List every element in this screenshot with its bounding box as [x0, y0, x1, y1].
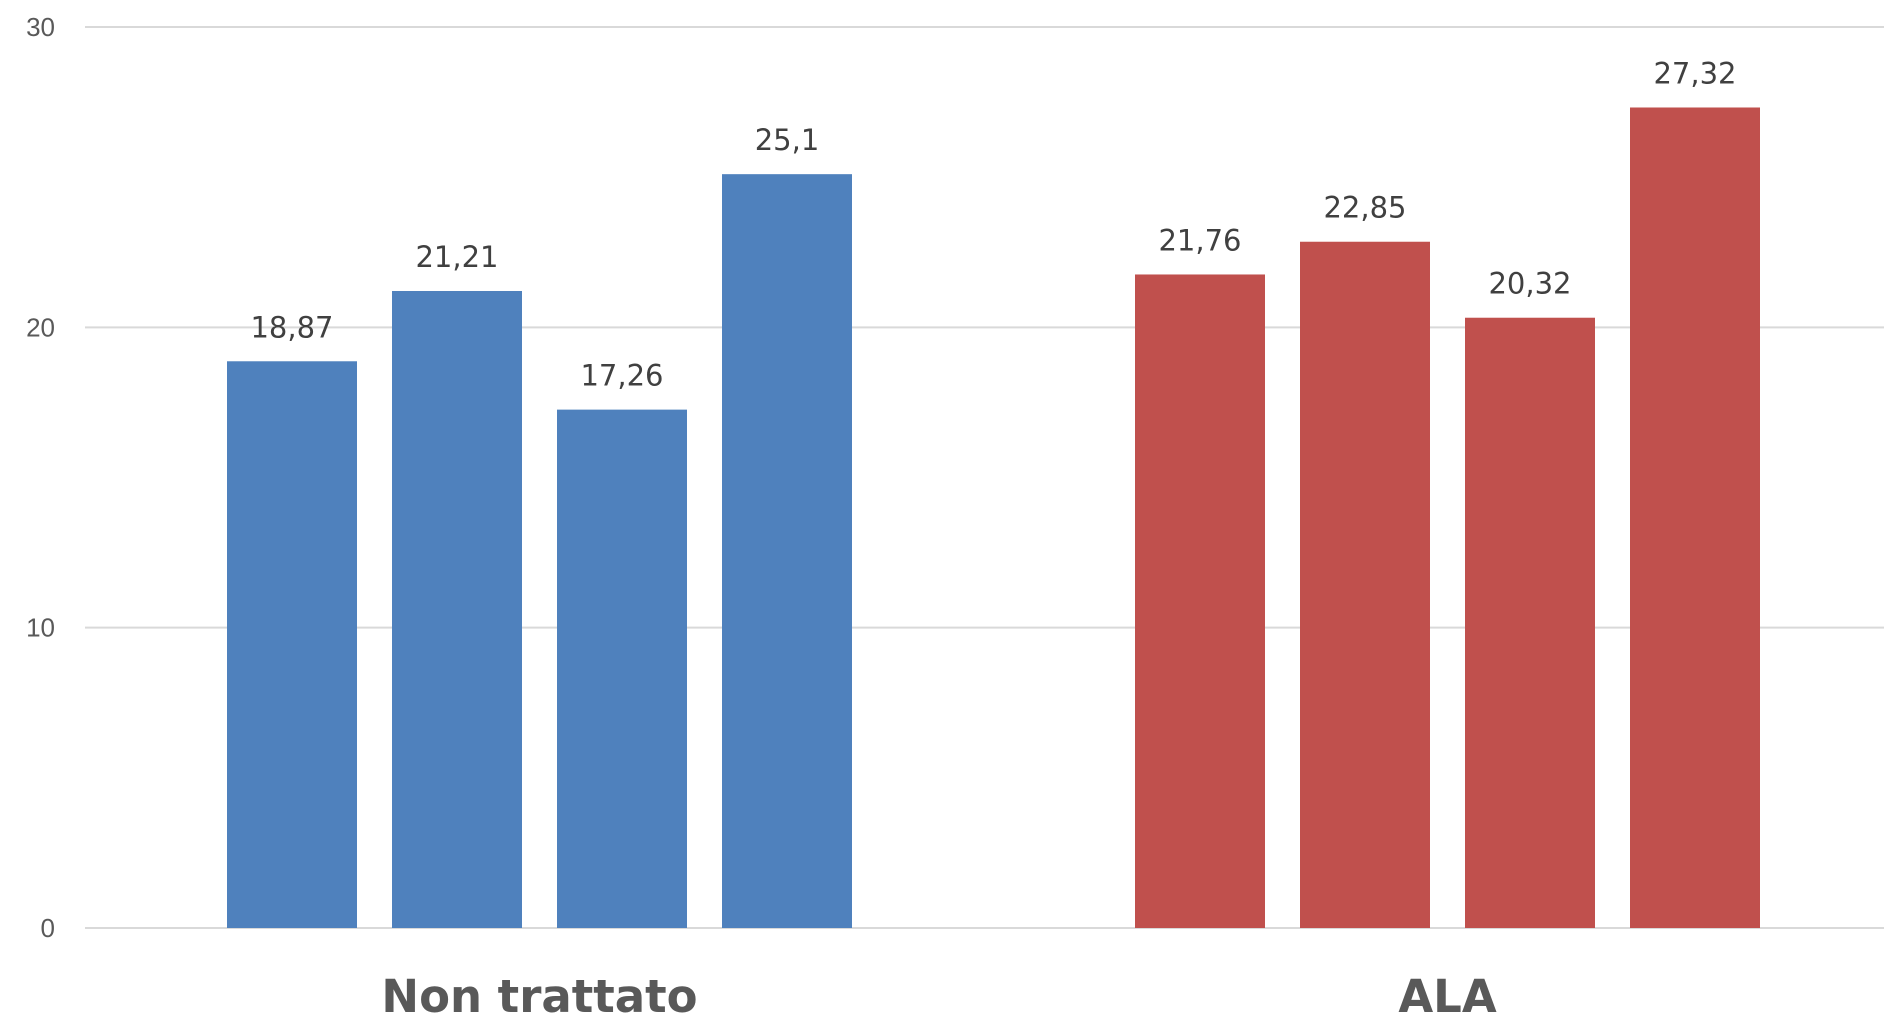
bar	[557, 409, 687, 929]
y-tick-label: 10	[26, 613, 55, 643]
y-axis-tick-labels: 0 10 20 30	[26, 12, 55, 943]
bar	[1465, 317, 1595, 928]
category-label: Non trattato	[381, 970, 697, 1021]
bar	[1135, 274, 1265, 928]
data-label: 21,76	[1158, 223, 1241, 257]
data-label: 22,85	[1323, 191, 1406, 225]
y-tick-label: 20	[26, 312, 55, 342]
bars	[227, 107, 1760, 929]
bar	[392, 290, 522, 928]
data-label: 21,21	[415, 240, 498, 274]
data-labels: 18,87 21,21 17,26 25,1 21,76 22,85 20,32 27,32	[250, 56, 1736, 392]
y-tick-label: 30	[26, 12, 55, 42]
bar	[1630, 107, 1760, 929]
data-label: 27,32	[1653, 56, 1736, 90]
bar	[1300, 241, 1430, 928]
category-label: ALA	[1398, 970, 1497, 1021]
bar	[722, 174, 852, 928]
data-label: 17,26	[580, 359, 663, 393]
bar	[227, 361, 357, 928]
data-label: 18,87	[250, 310, 333, 344]
y-tick-label: 0	[41, 913, 55, 943]
data-label: 25,1	[755, 123, 820, 157]
category-labels: Non trattato ALA	[381, 970, 1496, 1021]
data-label: 20,32	[1488, 267, 1571, 301]
